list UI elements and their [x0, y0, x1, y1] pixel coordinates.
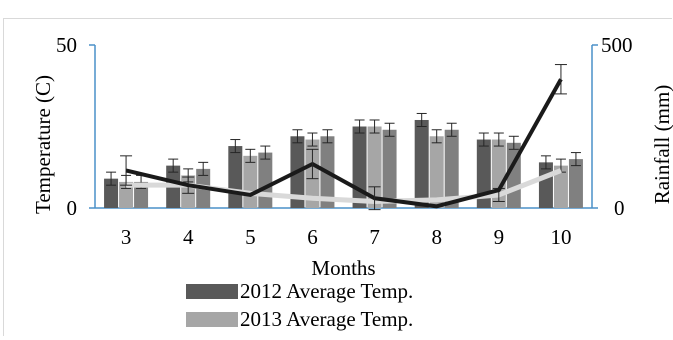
bar-s2-10: [553, 165, 568, 208]
legend-item-2013: 2013 Average Temp.: [186, 305, 516, 333]
bar-s2-7: [367, 126, 382, 208]
bar-s2-8: [429, 136, 444, 208]
bar-s3-7: [382, 129, 397, 208]
x-axis-title: Months: [311, 256, 375, 280]
x-tick-label-4: 4: [183, 225, 194, 249]
legend-label-2012: 2012 Average Temp.: [240, 278, 414, 303]
frame-top-border: [3, 18, 672, 19]
y-right-tick-label-500: 500: [601, 33, 633, 57]
x-tick-label-8: 8: [431, 225, 442, 249]
bar-s3-10: [568, 159, 583, 208]
y-right-tick-label-0: 0: [614, 196, 625, 220]
bar-s1-3: [104, 178, 119, 208]
bar-s1-9: [476, 139, 491, 208]
legend-swatch-2012: [186, 283, 238, 299]
line-series-1: [125, 78, 563, 209]
bar-s1-8: [414, 119, 429, 208]
y-left-tick-label-0: 0: [67, 196, 78, 220]
bar-s1-7: [352, 126, 367, 208]
y-axis-title-left: Temperature (C): [31, 75, 55, 214]
bar-s2-5: [243, 155, 258, 208]
x-tick-label-6: 6: [307, 225, 318, 249]
bar-s1-5: [228, 146, 243, 208]
y-axis-title-right: Rainfall (mm): [650, 85, 673, 205]
x-tick-label-3: 3: [121, 225, 132, 249]
x-tick-label-10: 10: [550, 225, 571, 249]
legend-label-2013: 2013 Average Temp.: [240, 306, 414, 331]
x-tick-label-5: 5: [245, 225, 256, 249]
x-tick-label-9: 9: [494, 225, 505, 249]
x-tick-label-7: 7: [369, 225, 380, 249]
legend: 2012 Average Temp. 2013 Average Temp.: [186, 277, 516, 333]
y-left-tick-label-50: 50: [56, 33, 77, 57]
legend-swatch-2013: [186, 311, 238, 327]
legend-item-2012: 2012 Average Temp.: [186, 277, 516, 305]
bar-s3-5: [258, 152, 273, 208]
frame-left-border: [3, 18, 4, 336]
bar-s3-8: [444, 129, 459, 208]
